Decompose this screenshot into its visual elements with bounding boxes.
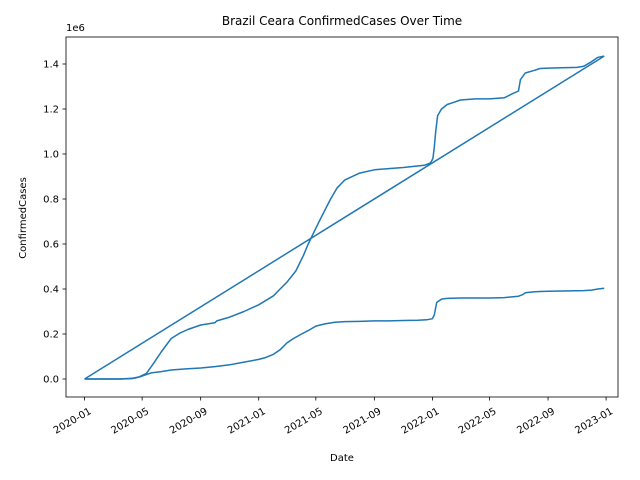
- x-tick-label: 2022-05: [457, 406, 499, 436]
- x-tick-label: 2020-09: [168, 406, 210, 436]
- x-axis-ticks: 2020-01 2020-05 2020-09 2021-01 2021-05 2021-…: [52, 397, 615, 437]
- x-tick-label: 2022-01: [400, 406, 442, 436]
- y-tick-label: 1.0: [43, 150, 59, 161]
- x-tick-label: 2020-01: [52, 406, 94, 436]
- x-tick-label: 2020-05: [109, 406, 151, 436]
- series-line-segment-3: [84, 287, 605, 380]
- y-offset-label: 1e6: [66, 23, 85, 34]
- plot-lines: [84, 55, 605, 380]
- series-line-segment-1: [84, 55, 605, 380]
- y-axis-ticks: 0.0 0.2 0.4 0.6 0.8 1.0 1.2 1.4: [43, 60, 66, 386]
- series-line-segment-2: [84, 55, 605, 380]
- x-tick-label: 2023-01: [573, 406, 615, 436]
- chart-title: Brazil Ceara ConfirmedCases Over Time: [222, 14, 462, 28]
- y-tick-label: 0.2: [43, 330, 59, 341]
- y-tick-label: 1.2: [43, 105, 59, 116]
- y-tick-label: 0.0: [43, 375, 59, 386]
- x-tick-label: 2021-01: [226, 406, 268, 436]
- y-tick-label: 1.4: [43, 60, 59, 71]
- y-tick-label: 0.6: [43, 240, 59, 251]
- y-tick-label: 0.8: [43, 195, 59, 206]
- x-tick-label: 2021-09: [342, 406, 384, 436]
- x-axis-label: Date: [330, 453, 354, 464]
- x-tick-label: 2022-09: [515, 406, 557, 436]
- plot-frame: [65, 36, 619, 398]
- y-axis-label: ConfirmedCases: [18, 177, 29, 259]
- y-tick-label: 0.4: [43, 285, 59, 296]
- x-tick-label: 2021-05: [283, 406, 325, 436]
